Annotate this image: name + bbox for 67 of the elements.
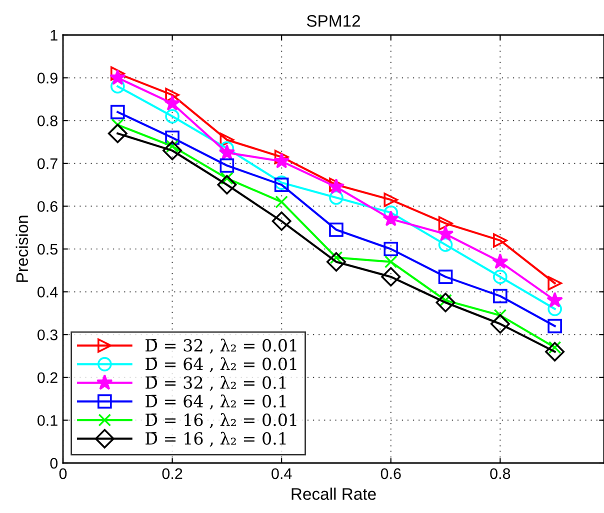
point [110, 79, 125, 94]
point [382, 210, 400, 226]
point [164, 94, 180, 111]
point [545, 342, 565, 362]
point [438, 270, 453, 284]
point [165, 109, 180, 124]
point [384, 255, 398, 268]
point [108, 124, 128, 144]
x-tick-label: 0.8 [490, 468, 510, 480]
point [493, 233, 508, 248]
y-tick-label: 0.2 [38, 372, 58, 384]
point [493, 288, 508, 304]
point [436, 292, 456, 312]
y-axis-title: Precision [16, 216, 28, 282]
point [220, 132, 234, 148]
x-tick-label: 0.4 [272, 468, 292, 480]
point [110, 104, 125, 120]
point [546, 292, 563, 308]
legend-label: D̄ = 32 , λ₂ = 0.01 [146, 338, 296, 354]
point [217, 175, 237, 195]
legend-label: D̄ = 64 , λ₂ = 0.1 [146, 394, 286, 410]
point [220, 158, 234, 173]
legend-label: D̄ = 16 , λ₂ = 0.1 [146, 432, 286, 447]
y-tick-label: 1 [50, 30, 58, 41]
point [548, 302, 562, 316]
point [548, 318, 562, 334]
y-tick-label: 0.6 [38, 201, 58, 212]
point [438, 216, 453, 230]
point [548, 276, 562, 290]
point [384, 242, 398, 256]
point [275, 195, 288, 208]
point [329, 222, 344, 237]
x-tick-label: 0.6 [380, 468, 401, 480]
chart-title: SPM12 [306, 15, 360, 27]
legend-label: D̄ = 32 , λ₂ = 0.1 [146, 376, 286, 391]
y-tick-label: 0.5 [38, 244, 58, 255]
point [437, 225, 454, 242]
point [493, 270, 508, 284]
y-tick-label: 0.8 [38, 115, 58, 126]
point [218, 144, 236, 160]
point [110, 66, 125, 81]
y-tick-label: 0.4 [38, 286, 58, 298]
legend-label: D̄ = 64 , λ₂ = 0.01 [146, 357, 296, 372]
point [109, 69, 126, 85]
point [492, 253, 508, 269]
point [438, 238, 453, 252]
x-axis-title: Recall Rate [292, 488, 376, 500]
point [381, 267, 401, 287]
y-tick-label: 0.3 [38, 329, 58, 340]
x-tick-label: 0.2 [162, 468, 182, 480]
point [273, 152, 290, 168]
point [220, 141, 234, 156]
point [165, 130, 180, 145]
point [274, 150, 289, 164]
y-tick-label: 0.9 [38, 72, 58, 84]
point [162, 140, 182, 160]
point [384, 192, 398, 207]
point [490, 314, 510, 334]
point [272, 211, 292, 231]
y-tick-label: 0.1 [38, 415, 58, 426]
point [165, 88, 180, 102]
point [326, 252, 346, 272]
x-tick-label: 0 [59, 468, 67, 480]
point [329, 190, 344, 205]
legend-label: D̄ = 16 , λ₂ = 0.01 [146, 413, 296, 428]
y-tick-label: 0.7 [38, 158, 58, 170]
y-tick-label: 0 [50, 458, 58, 469]
